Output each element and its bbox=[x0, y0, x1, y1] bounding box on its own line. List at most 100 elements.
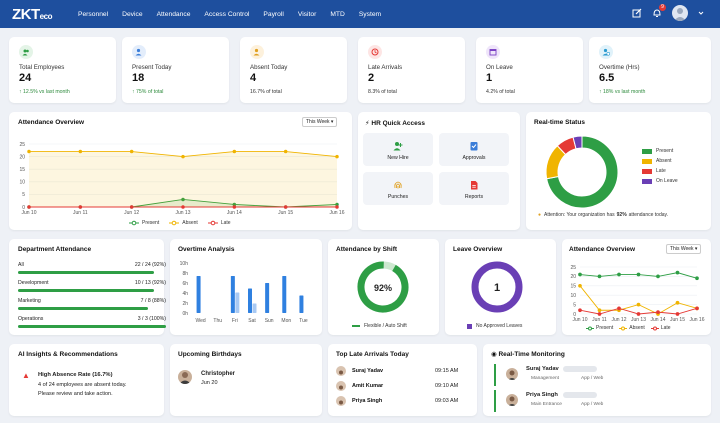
late-time: 09:10 AM bbox=[435, 383, 459, 389]
quick-punches[interactable]: Punches bbox=[363, 172, 433, 205]
alert-line-2: Please review and take action. bbox=[38, 391, 113, 397]
nav-access-control[interactable]: Access Control bbox=[204, 10, 250, 18]
overtime-icon bbox=[599, 45, 613, 59]
data-point bbox=[597, 308, 602, 313]
avatar bbox=[506, 368, 518, 380]
stat-value: 4 bbox=[250, 72, 257, 84]
users-icon bbox=[19, 45, 33, 59]
quick-label: Reports bbox=[464, 194, 484, 200]
bar bbox=[230, 276, 235, 313]
legend-absent: Absent bbox=[182, 220, 198, 226]
quick-reports[interactable]: Reports bbox=[439, 172, 509, 205]
x-tick-label: Jun 10 bbox=[21, 210, 36, 216]
late-row[interactable]: Suraj Yadav 09:15 AM bbox=[336, 366, 468, 376]
x-tick-label: Mon bbox=[281, 318, 291, 324]
alert-icon: ▲ bbox=[22, 371, 30, 380]
legend-absent: Absent bbox=[629, 325, 645, 331]
shift-ring-chart bbox=[357, 261, 409, 313]
alert-line-1: 4 of 24 employees are absent today. bbox=[38, 382, 127, 388]
stat-label: Overtime (Hrs) bbox=[599, 64, 640, 71]
data-point bbox=[129, 149, 134, 154]
bar bbox=[265, 283, 270, 313]
warning-icon: ● bbox=[538, 212, 542, 218]
data-point bbox=[129, 205, 134, 209]
monitor-row[interactable]: Suraj Yadav Management App / Web bbox=[494, 364, 699, 386]
y-tick-label: 4h bbox=[182, 291, 188, 297]
chevron-down-icon[interactable] bbox=[694, 6, 708, 20]
bar bbox=[248, 288, 252, 313]
legend-late: Late bbox=[660, 325, 671, 331]
monitor-status-pill bbox=[563, 366, 597, 372]
x-tick-label: Jun 14 bbox=[227, 210, 242, 216]
nav-personnel[interactable]: Personnel bbox=[78, 10, 109, 18]
stat-sub: 4.2% of total bbox=[486, 89, 515, 95]
attendance-small-line-chart: 0 5 10 15 20 25 Jun 10 Jun 11 Jun 12 Jun 13 Jun 14… bbox=[570, 265, 704, 323]
x-tick-label: Jun 15 bbox=[278, 210, 293, 216]
nav-device[interactable]: Device bbox=[122, 10, 143, 18]
y-tick-label: 10 bbox=[570, 293, 576, 299]
quick-new-hire[interactable]: New Hire bbox=[363, 133, 433, 166]
birthday-name[interactable]: Christopher bbox=[201, 371, 236, 377]
stat-card-late-arrivals[interactable]: Late Arrivals 2 8.3% of total bbox=[358, 37, 465, 103]
x-tick-label: Jun 16 bbox=[689, 317, 704, 323]
bell-icon[interactable]: 9 bbox=[650, 4, 666, 20]
stat-label: Late Arrivals bbox=[368, 64, 403, 71]
x-tick-label: Jun 13 bbox=[175, 210, 190, 216]
late-row[interactable]: Amit Kumar 09:10 AM bbox=[336, 381, 468, 391]
user-check-icon bbox=[132, 45, 146, 59]
stat-card-total-employees[interactable]: Total Employees 24 ↑ 12.5% vs last month bbox=[9, 37, 116, 103]
bolt-icon: ⚡ bbox=[365, 120, 370, 127]
stat-card-on-leave[interactable]: On Leave 1 4.2% of total bbox=[476, 37, 583, 103]
quick-approvals[interactable]: Approvals bbox=[439, 133, 509, 166]
data-point bbox=[656, 310, 660, 314]
stat-card-absent-today[interactable]: Absent Today 4 16.7% of total bbox=[240, 37, 347, 103]
late-time: 09:15 AM bbox=[435, 368, 459, 374]
card-title: Upcoming Birthdays bbox=[178, 351, 242, 358]
y-tick-label: 5 bbox=[22, 192, 25, 198]
nav-visitor[interactable]: Visitor bbox=[297, 10, 317, 18]
y-tick-label: 0 bbox=[573, 312, 576, 318]
calendar-icon bbox=[486, 45, 500, 59]
data-point bbox=[27, 205, 31, 209]
y-tick-label: 10h bbox=[180, 261, 189, 267]
data-point bbox=[181, 197, 185, 202]
nav-attendance[interactable]: Attendance bbox=[156, 10, 191, 18]
avatar bbox=[506, 394, 518, 406]
nav-payroll[interactable]: Payroll bbox=[263, 10, 284, 18]
dept-progress-bar bbox=[18, 271, 154, 274]
nav-mtd[interactable]: MTD bbox=[330, 10, 345, 18]
x-tick-label: Jun 11 bbox=[73, 210, 88, 216]
late-name: Suraj Yadav bbox=[352, 368, 384, 374]
stat-label: Present Today bbox=[132, 64, 172, 71]
user-plus-icon bbox=[392, 140, 404, 152]
nav-system[interactable]: System bbox=[358, 10, 382, 18]
x-tick-label: Jun 13 bbox=[631, 317, 646, 323]
leave-count: 1 bbox=[493, 282, 501, 294]
avatar bbox=[178, 370, 192, 384]
bar bbox=[299, 295, 304, 313]
avatar[interactable] bbox=[672, 5, 688, 21]
y-tick-label: 20 bbox=[570, 274, 576, 280]
data-point bbox=[675, 270, 680, 275]
x-tick-label: Jun 16 bbox=[329, 210, 344, 216]
edit-icon[interactable] bbox=[630, 6, 644, 20]
data-point bbox=[78, 149, 83, 154]
monitor-row[interactable]: Priya Singh Main Entrance App / Web bbox=[494, 390, 699, 412]
range-select[interactable]: This Week ▾ bbox=[302, 117, 338, 127]
quick-label: Punches bbox=[387, 194, 409, 200]
data-point bbox=[181, 205, 185, 209]
data-point bbox=[636, 312, 641, 316]
bar bbox=[282, 276, 287, 313]
stat-value: 2 bbox=[368, 72, 375, 84]
avatar bbox=[336, 381, 346, 391]
stat-value: 18 bbox=[132, 72, 145, 84]
leave-legend: No Approved Leaves bbox=[467, 323, 522, 329]
avatar bbox=[336, 366, 346, 376]
brand-logo[interactable]: ZKTeco bbox=[12, 5, 52, 23]
data-point bbox=[675, 300, 680, 305]
range-select[interactable]: This Week ▾ bbox=[666, 244, 702, 254]
late-row[interactable]: Priya Singh 09:03 AM bbox=[336, 396, 468, 406]
stat-card-overtime[interactable]: Overtime (Hrs) 6.5 ↑ 18% vs last month bbox=[589, 37, 711, 103]
stat-card-present-today[interactable]: Present Today 18 ↑ 75% of total bbox=[122, 37, 229, 103]
stat-label: On Leave bbox=[486, 64, 513, 71]
